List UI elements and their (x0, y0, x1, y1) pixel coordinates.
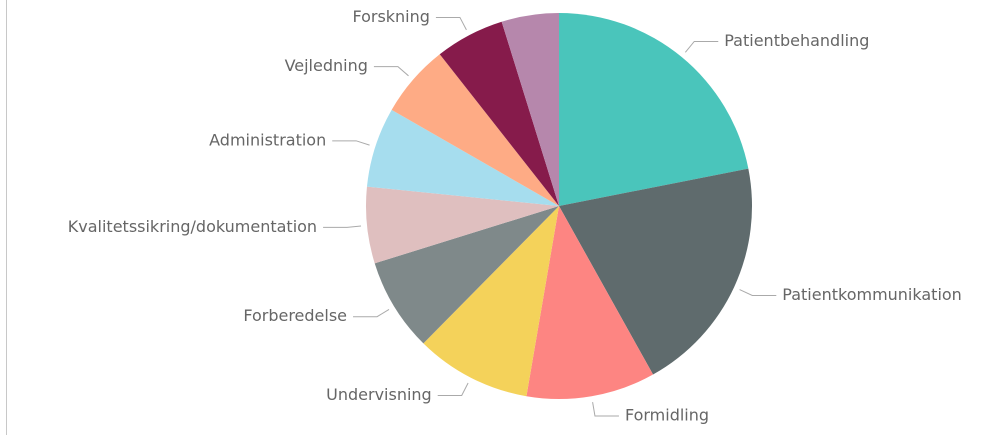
pie-slice (439, 21, 559, 206)
slice-label: Administration (209, 130, 326, 149)
leader-line (592, 402, 619, 417)
slice-label: Undervisning (326, 385, 432, 404)
leader-line (437, 382, 469, 396)
pie-slice (501, 13, 559, 206)
slice-label: Patientbehandling (724, 31, 869, 50)
slice-label: Forberedelse (243, 306, 347, 325)
pie-slice (526, 206, 654, 399)
pie-slice (366, 109, 559, 206)
leader-line (353, 309, 390, 318)
slice-label: Kvalitetssikring/dokumentation (68, 217, 317, 236)
leader-line (332, 140, 370, 146)
leader-line (373, 66, 409, 77)
leader-line (323, 225, 362, 228)
slice-label: Vejledning (285, 56, 368, 75)
pie-slice (559, 168, 752, 375)
pie-slice (559, 13, 749, 206)
leader-line (684, 40, 719, 53)
leader-line (739, 289, 777, 296)
pie-slice (423, 206, 559, 397)
slice-label: Forskning (352, 7, 429, 26)
pie-slice (391, 54, 559, 206)
pie-slice (366, 186, 559, 264)
slice-label: Formidling (625, 405, 709, 424)
slice-label: Patientkommunikation (782, 285, 962, 304)
pie-slice (374, 206, 559, 344)
leader-line (435, 16, 467, 31)
